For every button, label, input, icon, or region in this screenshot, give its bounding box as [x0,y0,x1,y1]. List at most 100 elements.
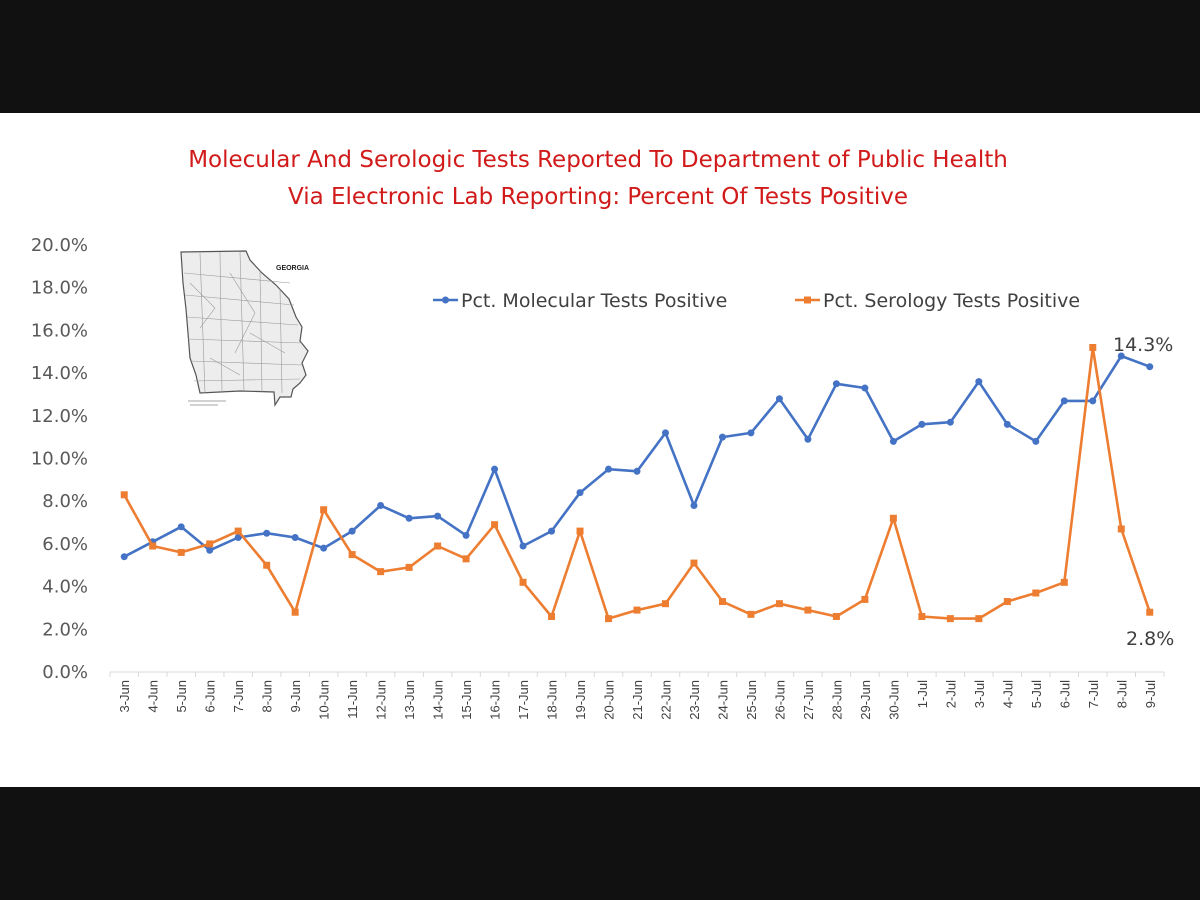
data-point-serology [889,514,897,522]
georgia-map-image: GEORGIA [180,250,309,407]
data-point-molecular [519,542,527,550]
data-point-serology [234,527,242,535]
x-tick-label: 5-Jul [1029,680,1044,708]
data-point-serology [804,606,812,614]
data-point-serology [1089,343,1097,351]
data-point-serology [177,548,185,556]
data-point-serology [690,559,698,567]
y-tick-label: 20.0% [31,235,88,256]
data-point-molecular [462,531,470,539]
data-point-serology [946,615,954,623]
data-point-molecular [206,546,214,554]
data-point-molecular [661,429,669,437]
data-point-serology [918,612,926,620]
data-point-molecular [120,553,128,561]
y-tick-label: 8.0% [42,491,88,512]
data-point-serology [718,598,726,606]
data-point-molecular [946,418,954,426]
data-point-serology [263,561,271,569]
x-tick-label: 23-Jun [687,680,702,720]
x-tick-label: 8-Jun [260,680,275,713]
data-point-molecular [975,378,983,386]
data-point-serology [1032,589,1040,597]
data-point-molecular [1117,352,1125,360]
data-point-serology [519,578,527,586]
data-point-serology [149,542,157,550]
data-point-serology [348,551,356,559]
data-point-serology [206,540,214,548]
series-group [120,343,1154,623]
data-point-molecular [234,533,242,541]
data-point-molecular [1003,420,1011,428]
x-tick-label: 25-Jun [744,680,759,720]
x-axis-ticks: 3-Jun 4-Jun 5-Jun 6-Jun 7-Jun 8-Jun 9-Jun 10-Ju… [117,680,1158,720]
data-point-serology [861,595,869,603]
map-label: GEORGIA [276,265,309,272]
data-point-serology [1060,578,1068,586]
data-point-serology [576,527,584,535]
legend-label-serology: Pct. Serology Tests Positive [823,290,1080,312]
data-point-molecular [804,435,812,443]
data-point-molecular [1032,437,1040,445]
data-point-serology [1003,598,1011,606]
data-point-serology [491,521,499,529]
data-point-serology [605,615,613,623]
data-point-molecular [320,544,328,552]
data-point-serology [1146,608,1154,616]
data-point-molecular [405,514,413,522]
data-point-serology [775,600,783,608]
data-point-molecular [775,395,783,403]
x-tick-label: 26-Jun [772,680,787,720]
x-tick-label: 14-Jun [431,680,446,720]
data-point-molecular [690,501,698,509]
x-tick-label: 15-Jun [459,680,474,720]
x-tick-label: 20-Jun [602,680,617,720]
x-tick-label: 13-Jun [402,680,417,720]
data-point-serology [661,600,669,608]
data-point-serology [633,606,641,614]
legend: Pct. Molecular Tests Positive Pct. Serol… [433,290,1080,312]
y-tick-label: 2.0% [42,619,88,640]
chart-axes [109,671,1165,677]
x-tick-label: 27-Jun [801,680,816,720]
x-tick-label: 6-Jun [203,680,218,713]
data-point-serology [462,555,470,563]
y-tick-label: 14.0% [31,363,88,384]
data-point-molecular [548,527,556,535]
x-tick-label: 30-Jun [886,680,901,720]
data-point-serology [120,491,128,499]
y-tick-label: 6.0% [42,534,88,555]
chart-title-line-1: Molecular And Serologic Tests Reported T… [188,147,1008,173]
x-tick-label: 2-Jul [943,680,958,708]
data-point-molecular [491,465,499,473]
x-tick-label: 7-Jul [1086,680,1101,708]
x-tick-label: 4-Jun [146,680,161,713]
y-tick-label: 0.0% [42,662,88,683]
data-point-molecular [377,501,385,509]
data-point-molecular [1060,397,1068,405]
x-tick-label: 11-Jun [345,680,360,719]
y-tick-label: 12.0% [31,406,88,427]
line-chart: Molecular And Serologic Tests Reported T… [31,147,1174,720]
x-tick-label: 4-Jul [1000,680,1015,708]
data-point-molecular [1089,397,1097,405]
y-tick-label: 18.0% [31,278,88,299]
y-axis-ticks: 0.0% 2.0% 4.0% 6.0% 8.0% 10.0% 12.0% 14.0% 16.0%… [31,235,88,683]
data-point-serology [832,612,840,620]
x-tick-label: 18-Jun [545,680,560,720]
x-tick-label: 9-Jun [288,680,303,713]
data-point-molecular [263,529,271,537]
x-tick-label: 21-Jun [630,680,645,720]
x-tick-label: 12-Jun [374,680,389,720]
molecular-end-label: 14.3% [1113,334,1173,356]
data-point-molecular [177,523,185,531]
legend-label-molecular: Pct. Molecular Tests Positive [461,290,727,312]
chart-slide: Molecular And Serologic Tests Reported T… [0,113,1200,787]
x-tick-label: 5-Jun [174,680,189,713]
data-point-molecular [434,512,442,520]
x-tick-label: 24-Jun [715,680,730,720]
data-point-serology [975,615,983,623]
x-tick-label: 1-Jul [915,680,930,708]
data-point-serology [405,563,413,571]
x-tick-label: 9-Jul [1143,680,1158,708]
